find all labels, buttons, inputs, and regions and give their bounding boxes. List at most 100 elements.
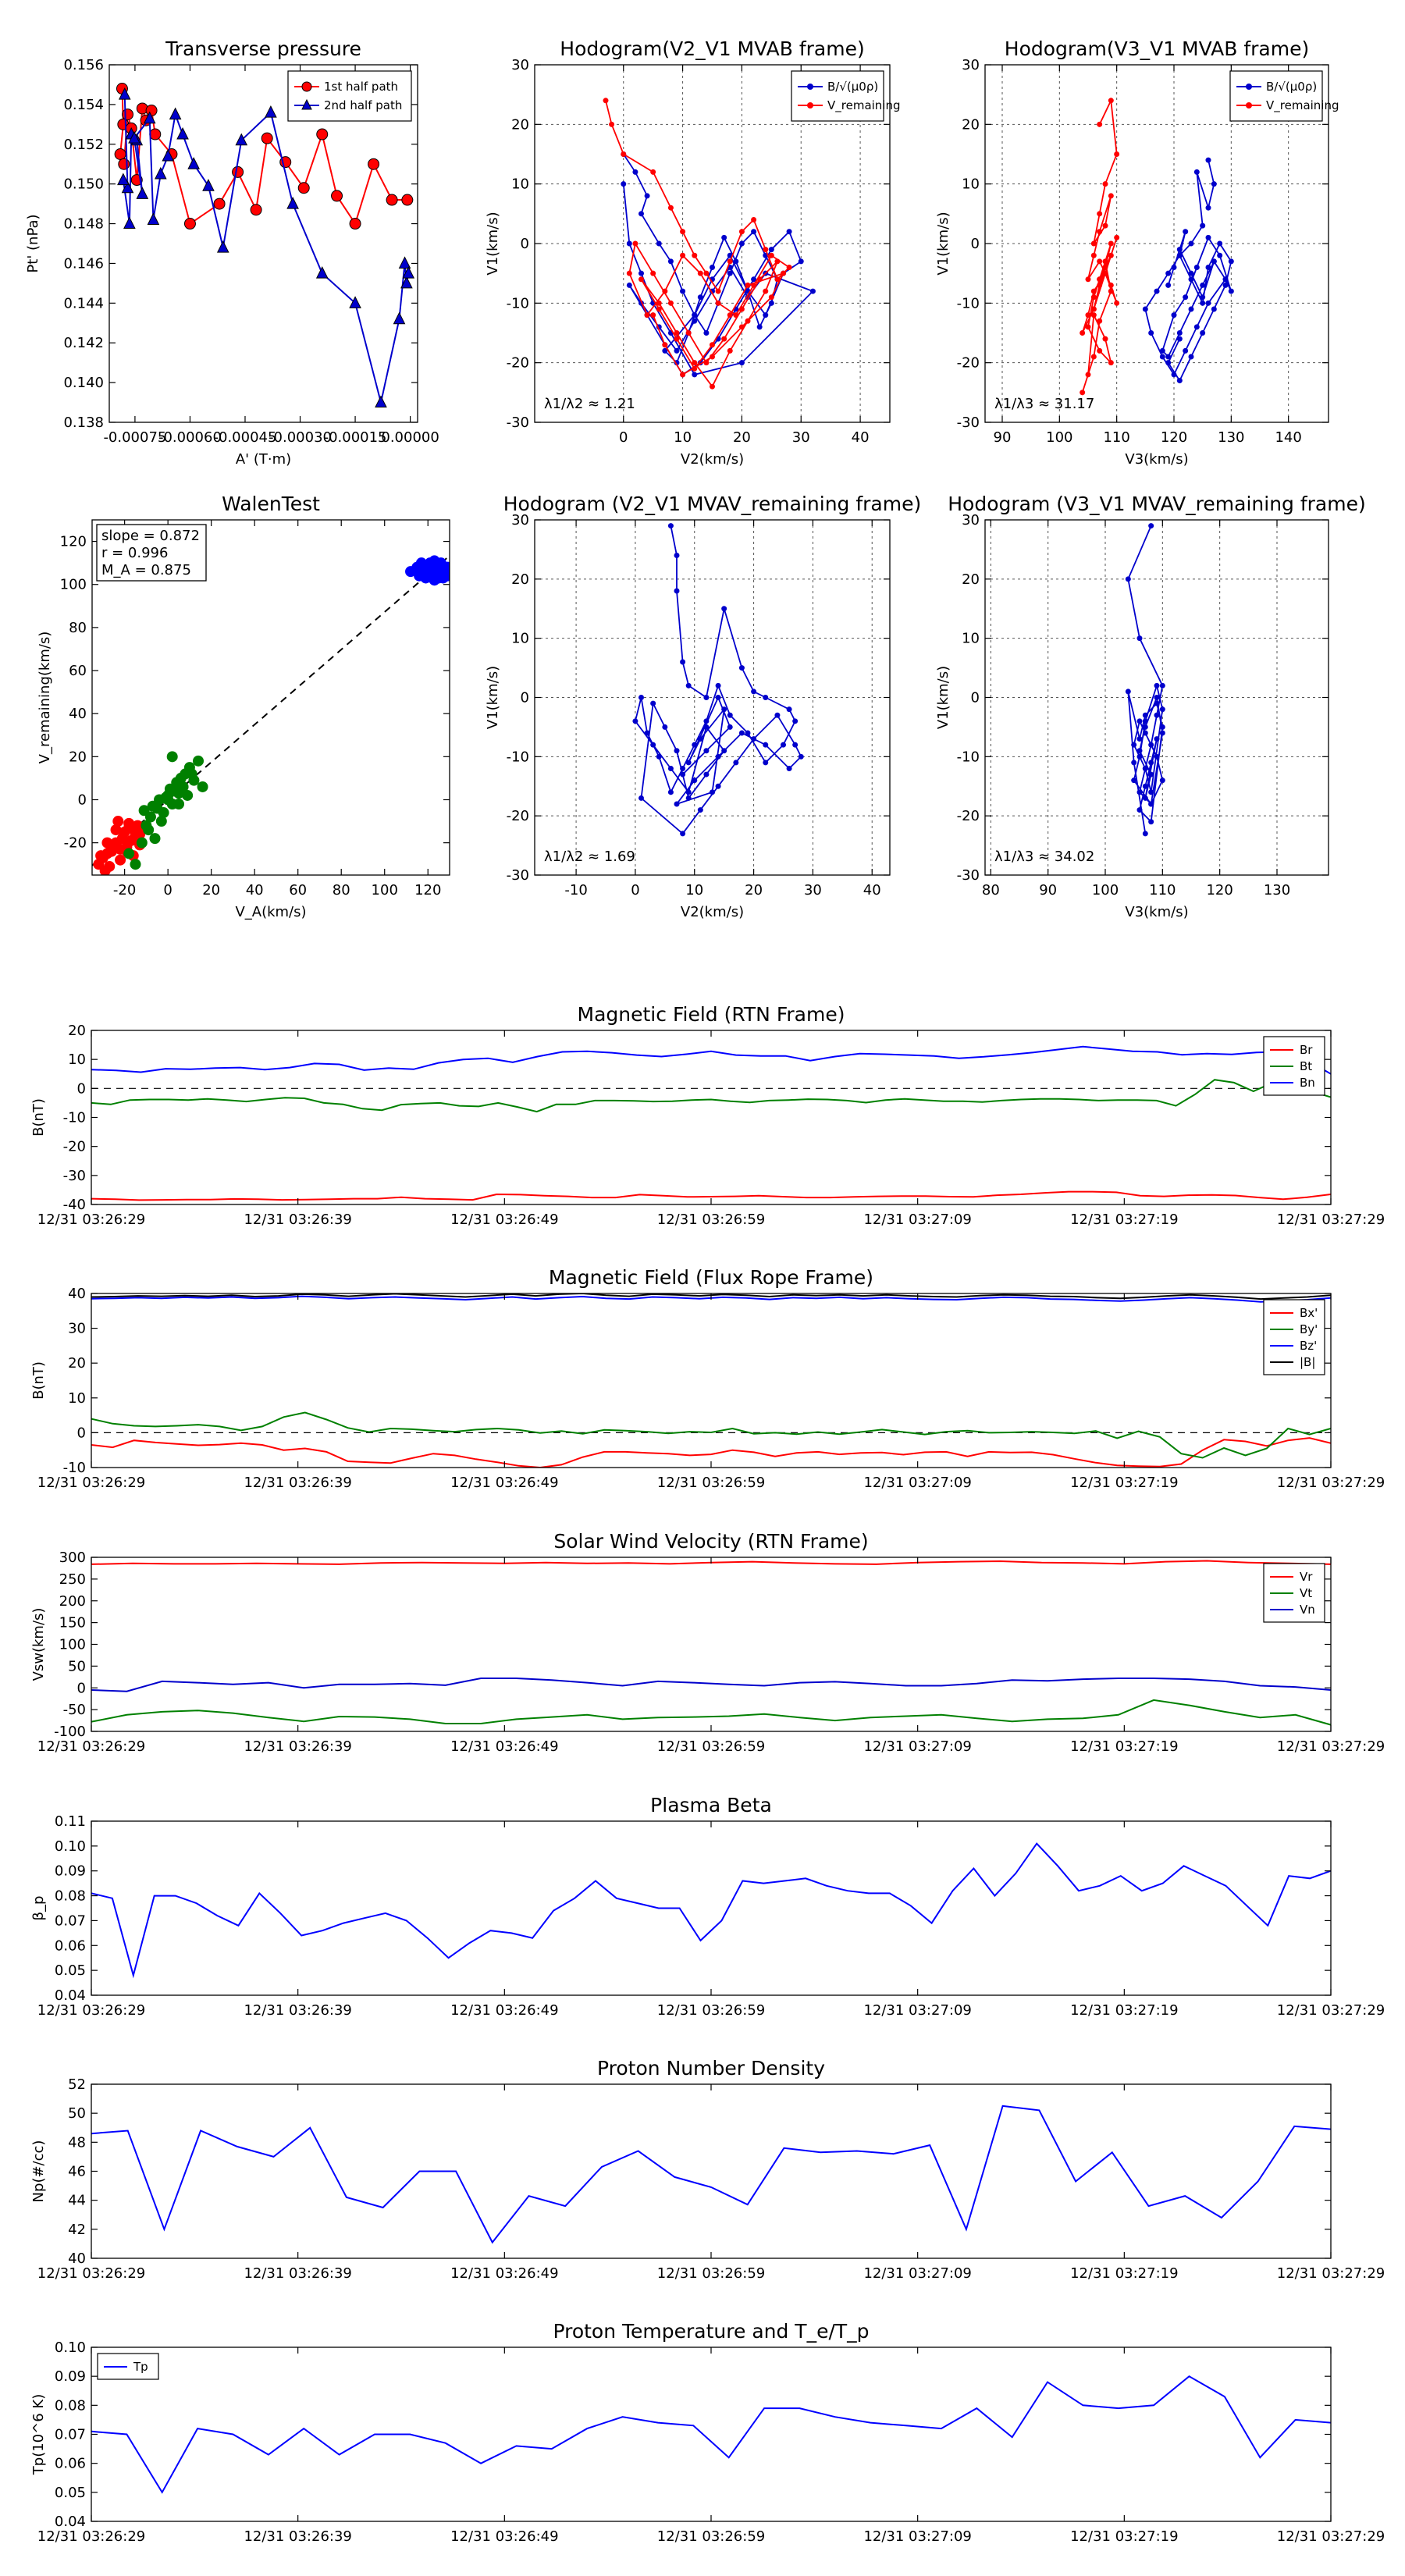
data-point bbox=[1176, 252, 1183, 258]
legend: Tp bbox=[97, 2353, 159, 2380]
y-tick-label: 30 bbox=[511, 512, 529, 528]
y-tick-label: 46 bbox=[68, 2164, 86, 2180]
data-point bbox=[1102, 265, 1108, 271]
data-point bbox=[626, 240, 632, 247]
stats-line: slope = 0.872 bbox=[101, 528, 200, 544]
legend-label: Br bbox=[1300, 1043, 1313, 1057]
x-tick-label: 12/31 03:27:09 bbox=[863, 1475, 971, 1491]
legend-marker bbox=[1246, 102, 1252, 109]
data-point bbox=[235, 133, 248, 146]
eigen-ratio-annotation: λ1/λ2 ≈ 1.69 bbox=[544, 849, 635, 865]
data-point bbox=[1183, 294, 1189, 301]
x-tick-label: 30 bbox=[804, 882, 822, 898]
data-point bbox=[123, 216, 136, 229]
x-tick-label: 12/31 03:27:29 bbox=[1277, 2528, 1385, 2545]
y-tick-label: 250 bbox=[59, 1571, 86, 1588]
legend-marker bbox=[1246, 84, 1252, 90]
data-point bbox=[1159, 724, 1165, 730]
data-point bbox=[667, 205, 674, 211]
y-tick-label: 60 bbox=[69, 663, 87, 679]
x-axis-label: V3(km/s) bbox=[1125, 904, 1188, 920]
data-point bbox=[1176, 378, 1183, 384]
x-tick-label: 60 bbox=[289, 882, 307, 898]
data-point bbox=[169, 107, 182, 120]
data-point bbox=[110, 824, 122, 836]
data-point bbox=[1136, 635, 1143, 642]
x-tick-label: 0 bbox=[163, 882, 172, 898]
x-tick-label: 12/31 03:27:29 bbox=[1277, 1738, 1385, 1755]
data-point bbox=[727, 270, 733, 276]
data-point bbox=[1222, 282, 1229, 288]
data-point bbox=[792, 742, 799, 748]
series-blue bbox=[1125, 523, 1165, 837]
data-point bbox=[202, 179, 215, 191]
legend-label: Bx' bbox=[1300, 1306, 1318, 1320]
data-point bbox=[122, 109, 134, 121]
y-tick-label: -50 bbox=[63, 1702, 86, 1718]
data-point bbox=[1108, 252, 1114, 258]
data-point bbox=[1205, 300, 1211, 306]
y-tick-label: 20 bbox=[511, 571, 529, 588]
series-line-Vn bbox=[91, 1678, 1331, 1692]
data-point bbox=[437, 572, 449, 584]
y-axis-label: B(nT) bbox=[30, 1098, 47, 1137]
data-point bbox=[662, 724, 668, 730]
data-point bbox=[667, 789, 674, 795]
data-point bbox=[786, 265, 792, 271]
legend-label: By' bbox=[1300, 1322, 1318, 1336]
data-point bbox=[685, 795, 692, 801]
data-point bbox=[703, 695, 710, 700]
plot-area bbox=[603, 98, 816, 390]
data-point bbox=[603, 98, 609, 104]
y-tick-label: 300 bbox=[59, 1550, 86, 1566]
plot-area bbox=[91, 2105, 1331, 2244]
x-tick-label: 110 bbox=[1103, 429, 1129, 446]
data-point bbox=[155, 166, 167, 180]
data-point bbox=[650, 270, 656, 276]
legend: B/√(μ0ρ) V_remaining bbox=[791, 70, 901, 122]
y-tick-label: 40 bbox=[68, 1286, 86, 1302]
data-point bbox=[1131, 777, 1137, 784]
x-tick-label: 12/31 03:26:59 bbox=[657, 1738, 765, 1755]
data-point bbox=[349, 218, 361, 230]
x-tick-label: 12/31 03:27:19 bbox=[1070, 1738, 1178, 1755]
y-axis-label: V1(km/s) bbox=[485, 666, 501, 729]
x-tick-label: 12/31 03:26:39 bbox=[244, 2002, 351, 2019]
y-tick-label: 40 bbox=[69, 706, 87, 722]
data-point bbox=[751, 736, 757, 742]
y-tick-label: 30 bbox=[511, 57, 529, 73]
series-red bbox=[93, 816, 148, 875]
data-point bbox=[128, 131, 140, 144]
axes-frame bbox=[91, 2347, 1332, 2522]
panel-title: Magnetic Field (RTN Frame) bbox=[578, 1003, 845, 1026]
y-tick-label: 0.08 bbox=[55, 2397, 86, 2414]
data-point bbox=[232, 165, 244, 178]
data-point bbox=[692, 777, 698, 784]
y-tick-label: 0.138 bbox=[63, 415, 104, 431]
data-point bbox=[1154, 682, 1160, 688]
data-point bbox=[638, 211, 644, 217]
legend-label: Bn bbox=[1300, 1076, 1315, 1090]
data-point bbox=[786, 706, 792, 713]
x-axis-label: A' (T·m) bbox=[236, 451, 291, 468]
x-tick-label: 12/31 03:26:59 bbox=[657, 1212, 765, 1228]
data-point bbox=[710, 383, 715, 390]
data-point bbox=[727, 312, 733, 318]
data-point bbox=[1217, 252, 1223, 258]
data-point bbox=[1183, 347, 1189, 354]
data-point bbox=[1159, 730, 1165, 736]
data-point bbox=[692, 742, 698, 748]
data-point bbox=[715, 682, 721, 688]
data-point bbox=[1171, 265, 1177, 271]
data-point bbox=[1159, 354, 1165, 360]
legend: 1st half path 2nd half path bbox=[287, 70, 412, 122]
data-point bbox=[656, 306, 662, 312]
data-point bbox=[176, 126, 189, 140]
x-tick-label: 12/31 03:26:49 bbox=[450, 2265, 558, 2282]
plot-area bbox=[1125, 523, 1165, 837]
y-tick-label: 0 bbox=[77, 1680, 86, 1696]
y-tick-label: -30 bbox=[957, 415, 980, 431]
x-tick-label: 12/31 03:27:29 bbox=[1277, 1475, 1385, 1491]
data-point bbox=[738, 730, 745, 736]
data-point bbox=[1090, 240, 1097, 247]
